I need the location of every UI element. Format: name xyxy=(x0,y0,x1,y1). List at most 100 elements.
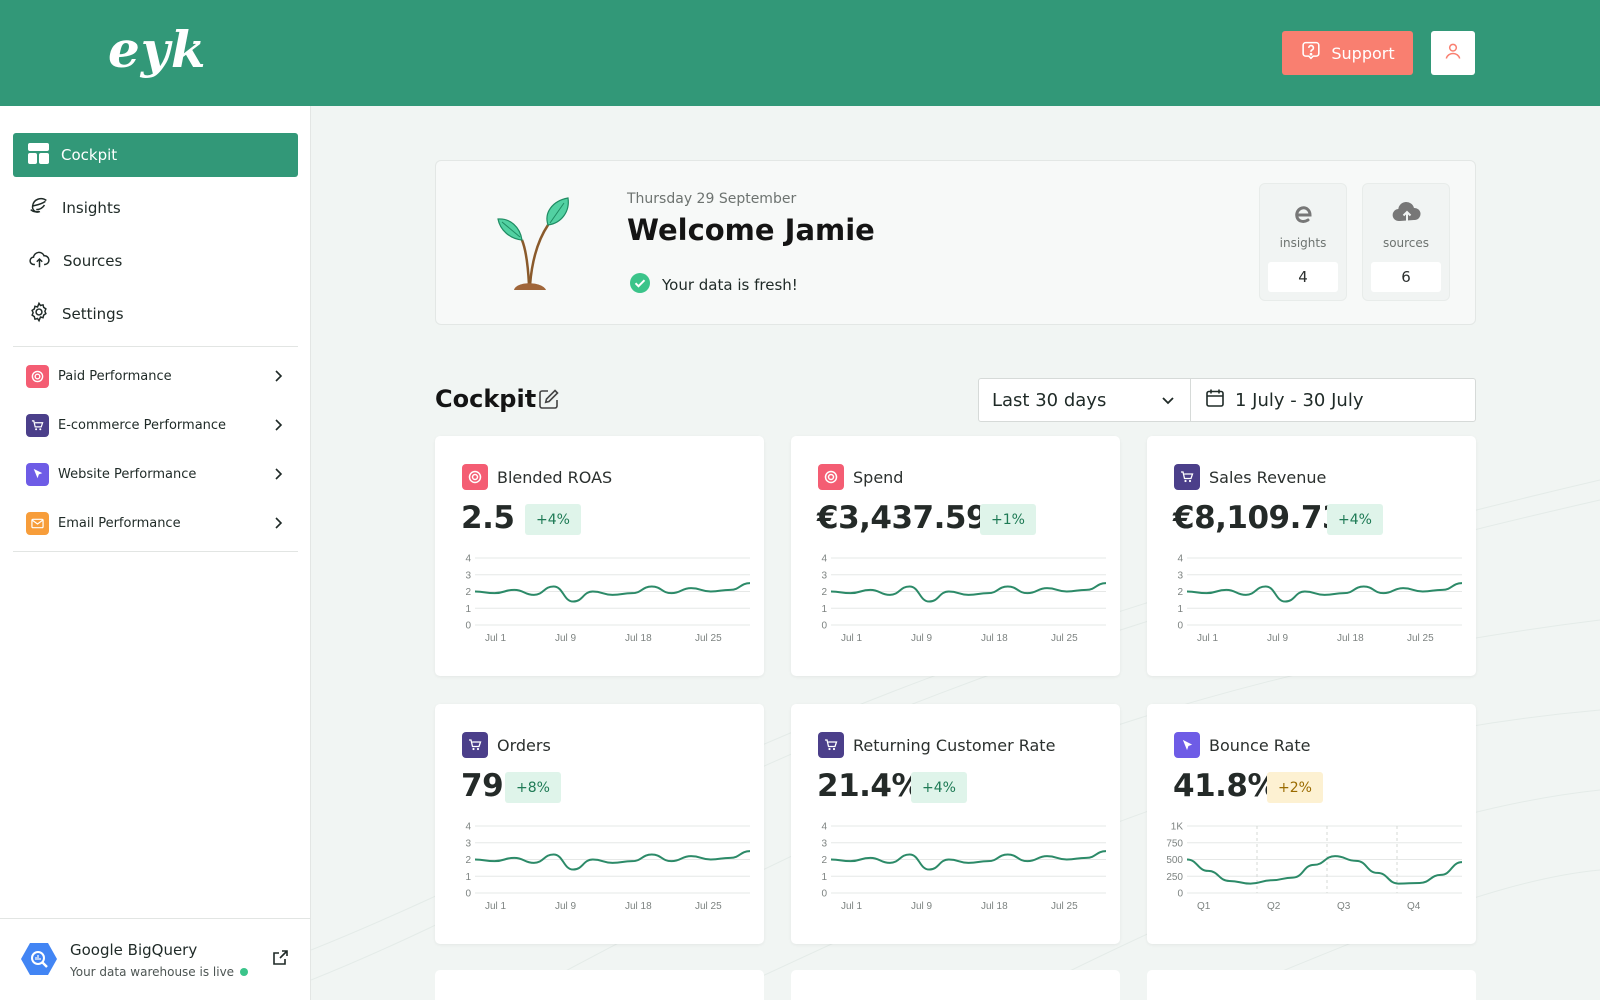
x-tick-label: Jul 1 xyxy=(841,901,863,912)
y-tick-label: 1 xyxy=(821,872,827,883)
sidebar-item-label: Settings xyxy=(62,305,124,323)
brand-logo[interactable]: eyk xyxy=(108,20,207,79)
date-picker-value: 1 July - 30 July xyxy=(1235,389,1364,411)
support-button[interactable]: Support xyxy=(1282,31,1413,75)
insights-icon xyxy=(28,195,50,221)
sidebar-item-insights[interactable]: Insights xyxy=(13,186,298,230)
sidebar-item-settings[interactable]: Settings xyxy=(13,292,298,336)
y-tick-label: 1K xyxy=(1171,822,1184,833)
cursor-icon xyxy=(1174,732,1200,758)
eyk-mark-icon xyxy=(1293,202,1317,230)
sidebar-item-ecommerce-performance[interactable]: E-commerce Performance xyxy=(13,407,298,443)
stat-value: 6 xyxy=(1371,262,1441,292)
metric-value: 79 xyxy=(461,768,504,804)
x-tick-label: Jul 25 xyxy=(1051,633,1078,644)
x-tick-label: Jul 9 xyxy=(911,901,933,912)
user-icon xyxy=(1443,41,1463,65)
target-icon xyxy=(462,464,488,490)
x-tick-label: Jul 1 xyxy=(841,633,863,644)
metric-card[interactable]: Orders 79 +8% 4 3 2 1 0 Jul 1 Jul 9 Jul 18 Jul 25 xyxy=(435,704,764,944)
cursor-icon xyxy=(26,462,49,486)
divider xyxy=(13,346,298,347)
sidebar-item-label: Email Performance xyxy=(58,515,181,531)
y-tick-label: 4 xyxy=(465,822,471,833)
metric-card[interactable]: Bounce Rate 41.8% +2% 1K 750 500 250 0 Q1 Q2 Q3 Q4 xyxy=(1147,704,1476,944)
cart-icon xyxy=(462,732,488,758)
x-tick-label: Jul 9 xyxy=(911,633,933,644)
series-line xyxy=(830,850,1107,871)
metric-chart: 4 3 2 1 0 Jul 1 Jul 9 Jul 18 Jul 25 xyxy=(821,822,1107,912)
metric-card-partial[interactable] xyxy=(1147,970,1476,1000)
metric-value: 21.4% xyxy=(817,768,923,804)
x-tick-label: Q4 xyxy=(1407,901,1421,912)
metric-card-partial[interactable] xyxy=(435,970,764,1000)
stat-label: sources xyxy=(1382,236,1430,250)
data-status: Your data is fresh! xyxy=(630,273,798,297)
metric-chart: 1K 750 500 250 0 Q1 Q2 Q3 Q4 xyxy=(1166,822,1463,912)
x-tick-label: Jul 18 xyxy=(1337,633,1364,644)
metric-card[interactable]: Sales Revenue €8,109.73 +4% 4 3 2 1 0 Jul 1 Jul 9… xyxy=(1147,436,1476,676)
y-tick-label: 1 xyxy=(821,604,827,615)
date-range-select[interactable]: Last 30 days xyxy=(978,378,1191,422)
series-line xyxy=(474,582,751,603)
sources-stat[interactable]: sources 6 xyxy=(1362,183,1450,301)
data-status-label: Your data is fresh! xyxy=(662,276,798,294)
y-tick-label: 2 xyxy=(821,855,827,866)
metric-card[interactable]: Returning Customer Rate 21.4% +4% 4 3 2 1 0 Jul … xyxy=(791,704,1120,944)
metric-chart: 4 3 2 1 0 Jul 1 Jul 9 Jul 18 Jul 25 xyxy=(821,554,1107,644)
sidebar-item-cockpit[interactable]: Cockpit xyxy=(13,133,298,177)
sidebar-item-label: Paid Performance xyxy=(58,368,172,384)
x-tick-label: Jul 18 xyxy=(625,901,652,912)
metric-card-partial[interactable] xyxy=(791,970,1120,1000)
x-tick-label: Jul 25 xyxy=(695,633,722,644)
metric-label: Blended ROAS xyxy=(497,468,613,487)
sidebar-item-label: Cockpit xyxy=(61,146,118,164)
y-tick-label: 0 xyxy=(465,621,471,632)
y-tick-label: 3 xyxy=(465,838,471,849)
warehouse-status-text: Your data warehouse is live xyxy=(70,965,249,979)
account-button[interactable] xyxy=(1431,31,1475,75)
cart-icon xyxy=(26,413,49,437)
metric-card[interactable]: Blended ROAS 2.5 +4% 4 3 2 1 0 Jul 1 Jul 9 Jul 18 J… xyxy=(435,436,764,676)
stat-value: 4 xyxy=(1268,262,1338,292)
cart-icon xyxy=(818,732,844,758)
series-line xyxy=(474,850,751,871)
mail-icon xyxy=(26,511,49,535)
y-tick-label: 2 xyxy=(465,587,471,598)
external-link-icon[interactable] xyxy=(271,949,289,971)
welcome-title: Welcome Jamie xyxy=(627,213,875,247)
sidebar-item-email-performance[interactable]: Email Performance xyxy=(13,505,298,541)
edit-icon[interactable] xyxy=(538,388,560,414)
change-badge: +4% xyxy=(911,772,967,803)
sidebar-item-label: Website Performance xyxy=(58,466,197,482)
cloud-upload-icon xyxy=(28,248,51,274)
welcome-card: Thursday 29 September Welcome Jamie Your… xyxy=(435,160,1476,325)
cart-icon xyxy=(1174,464,1200,490)
sidebar-item-paid-performance[interactable]: Paid Performance xyxy=(13,358,298,394)
metric-label: Sales Revenue xyxy=(1209,468,1327,487)
series-line xyxy=(1186,855,1463,885)
x-tick-label: Jul 18 xyxy=(625,633,652,644)
check-circle-icon xyxy=(630,273,650,297)
metric-chart: 4 3 2 1 0 Jul 1 Jul 9 Jul 18 Jul 25 xyxy=(465,554,751,644)
y-tick-label: 4 xyxy=(821,822,827,833)
y-tick-label: 750 xyxy=(1166,838,1183,849)
change-badge: +2% xyxy=(1267,772,1323,803)
insights-stat[interactable]: insights 4 xyxy=(1259,183,1347,301)
target-icon xyxy=(26,364,49,388)
date-picker[interactable]: 1 July - 30 July xyxy=(1190,378,1476,422)
section-title: Cockpit xyxy=(435,385,537,413)
sidebar-item-sources[interactable]: Sources xyxy=(13,239,298,283)
sidebar-item-website-performance[interactable]: Website Performance xyxy=(13,456,298,492)
chevron-down-icon xyxy=(1160,392,1176,413)
y-tick-label: 4 xyxy=(1177,554,1183,565)
metric-card[interactable]: Spend €3,437.59 +1% 4 3 2 1 0 Jul 1 Jul 9 Jul 18 Ju… xyxy=(791,436,1120,676)
y-tick-label: 1 xyxy=(465,872,471,883)
current-date: Thursday 29 September xyxy=(627,191,797,207)
change-badge: +4% xyxy=(1327,504,1383,535)
metric-label: Orders xyxy=(497,736,551,755)
x-tick-label: Jul 1 xyxy=(1197,633,1219,644)
y-tick-label: 2 xyxy=(1177,587,1183,598)
x-tick-label: Q1 xyxy=(1197,901,1211,912)
y-tick-label: 1 xyxy=(1177,604,1183,615)
